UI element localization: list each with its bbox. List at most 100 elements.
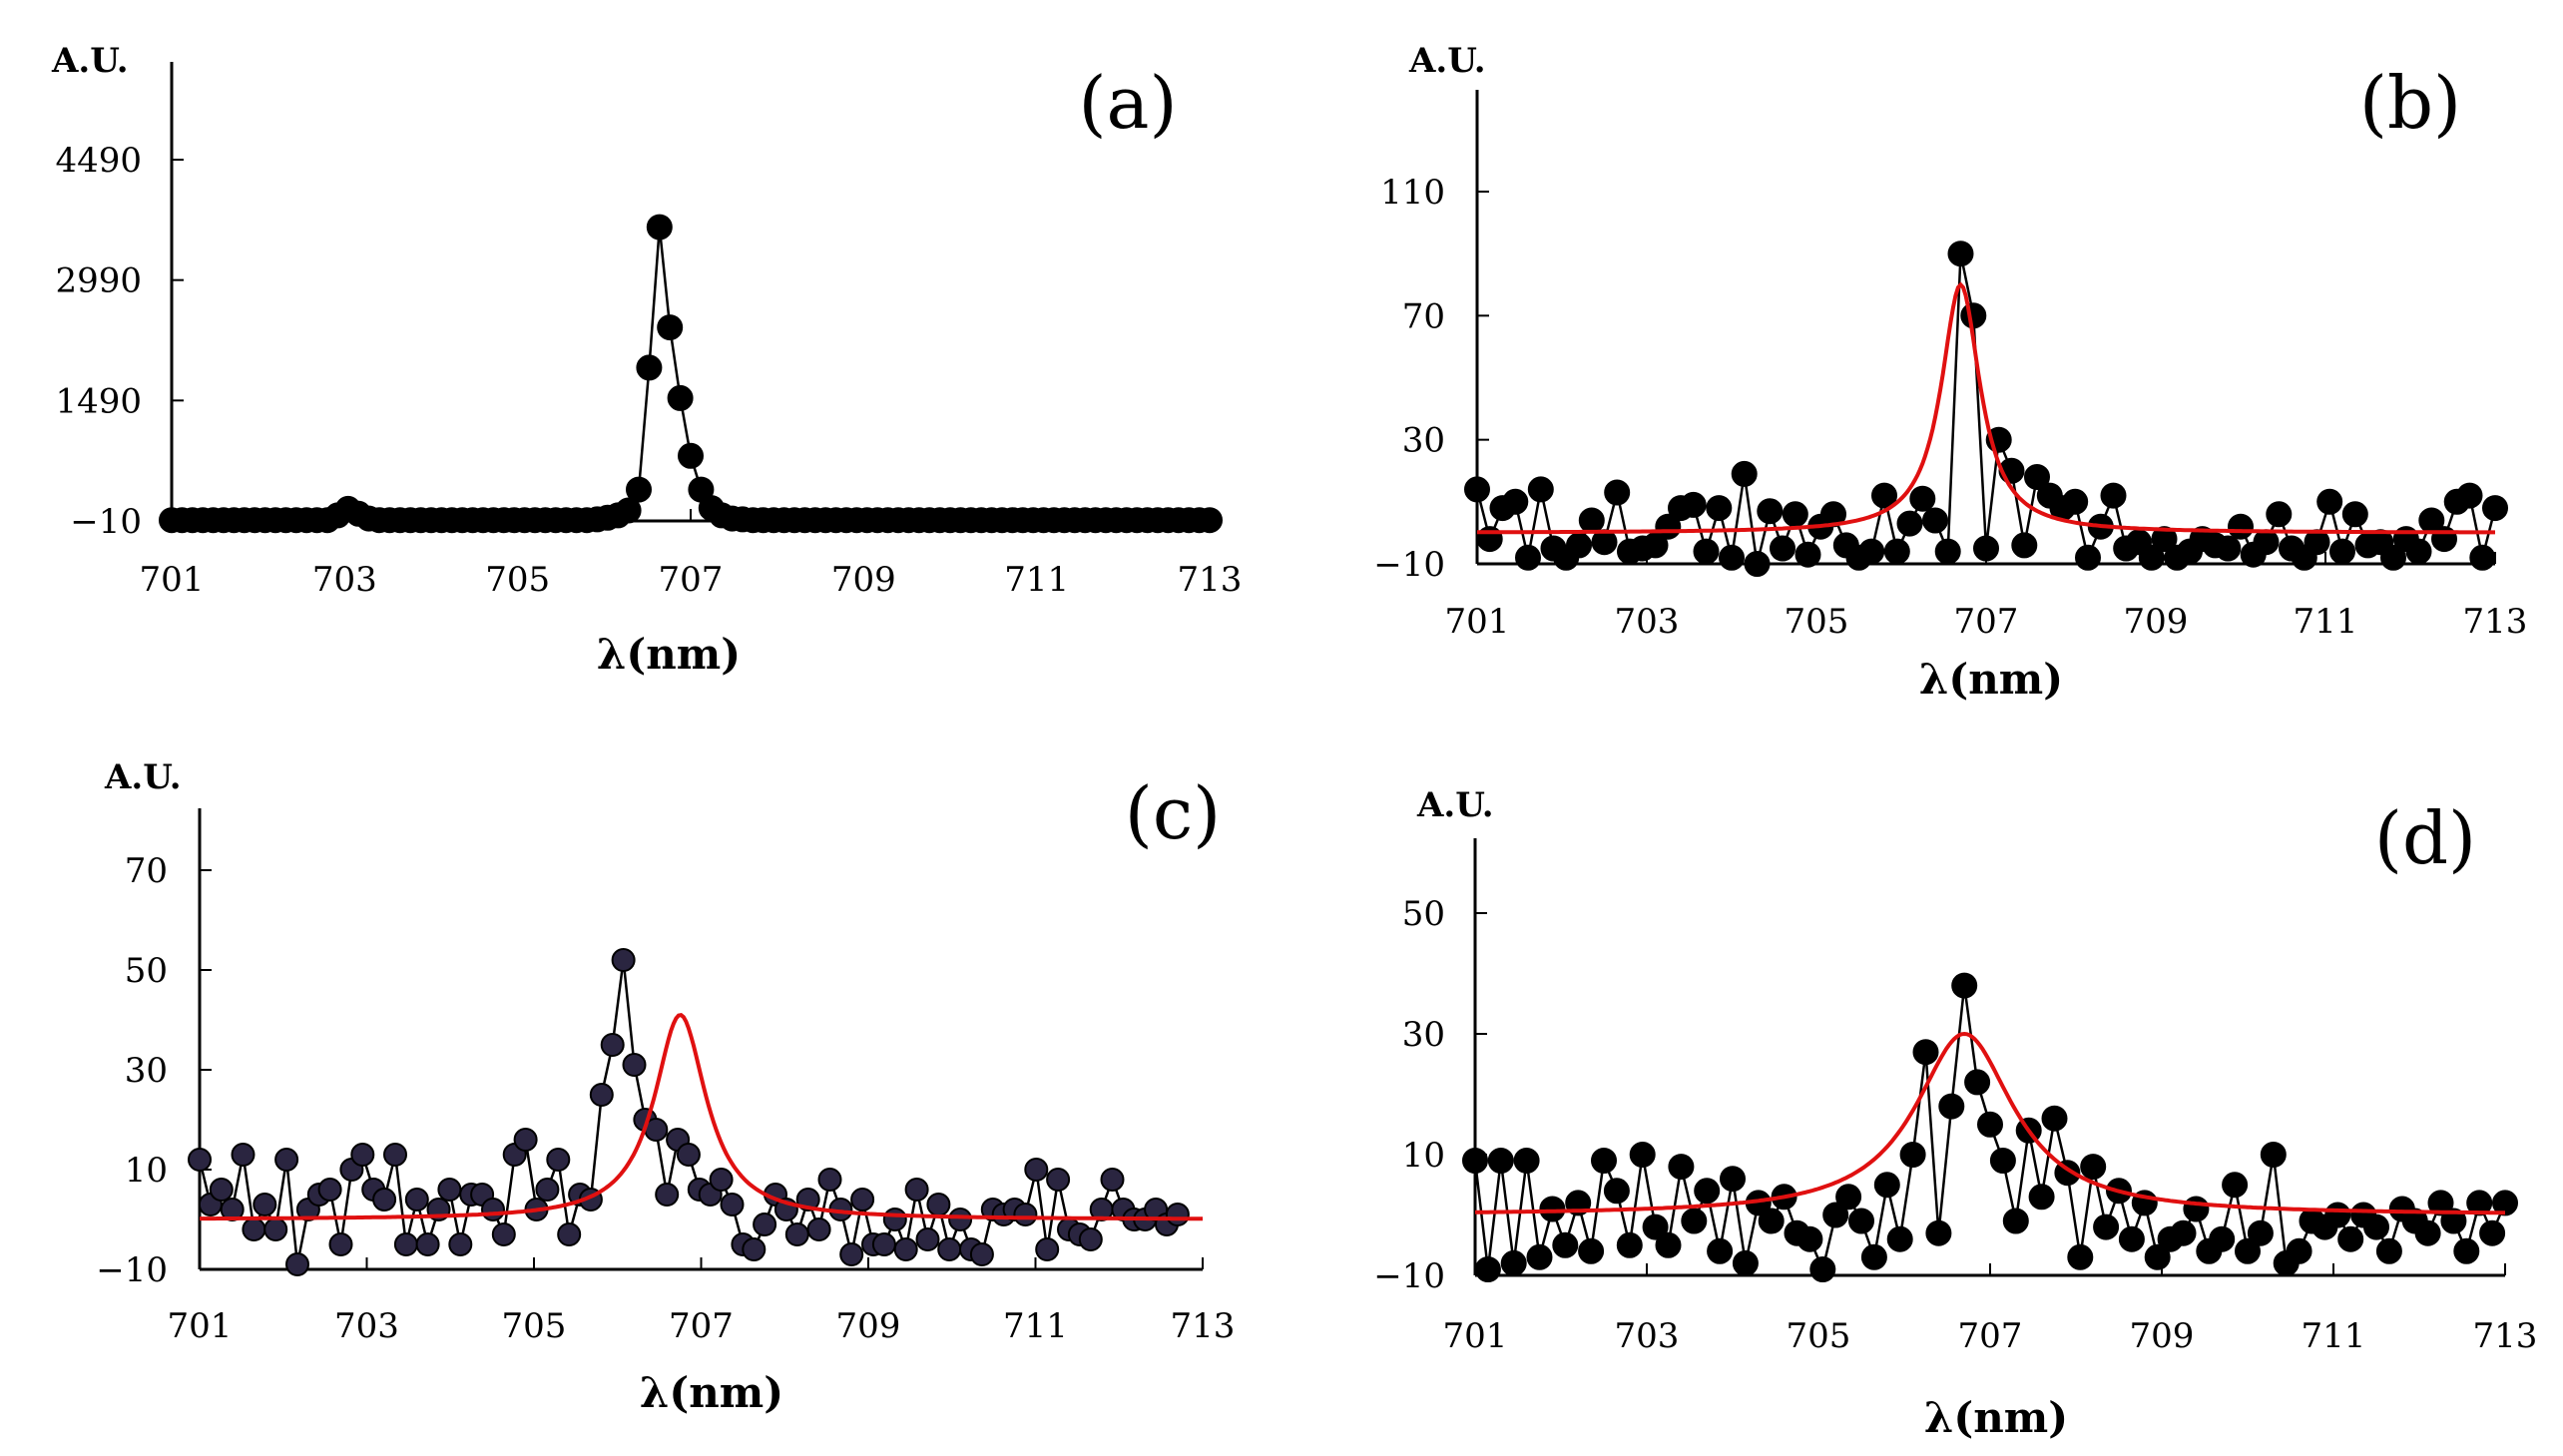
data-point bbox=[817, 1168, 842, 1192]
data-point bbox=[2144, 1243, 2171, 1270]
chart-panel-c: 701 703 705 707 709 711 713 −10 10 30 50 70 A.U. λ(nm… bbox=[96, 757, 1235, 1417]
data-point bbox=[2414, 1219, 2441, 1246]
data-point bbox=[285, 1252, 309, 1276]
data-point bbox=[655, 1183, 680, 1207]
x-tick-label: 709 bbox=[836, 1306, 901, 1346]
y-tick-label: −10 bbox=[1373, 1256, 1445, 1296]
data-point bbox=[1770, 535, 1795, 562]
data-point bbox=[1566, 532, 1592, 559]
data-point bbox=[2028, 1184, 2055, 1211]
data-point bbox=[742, 1237, 767, 1261]
data-point bbox=[2075, 544, 2101, 571]
data-point bbox=[1013, 1203, 1038, 1226]
data-point bbox=[1552, 1231, 1579, 1258]
data-point bbox=[904, 1178, 929, 1202]
data-point bbox=[667, 384, 694, 411]
data-point bbox=[2151, 526, 2178, 553]
data-point bbox=[1681, 1208, 1708, 1234]
data-point bbox=[2492, 1190, 2518, 1216]
data-point bbox=[1809, 1256, 1836, 1282]
data-point bbox=[2215, 535, 2242, 562]
data-point bbox=[2080, 1154, 2107, 1181]
y-tick-label: 110 bbox=[1380, 173, 1445, 213]
data-point bbox=[1886, 1225, 1913, 1252]
data-point bbox=[1977, 1111, 2003, 1138]
data-point bbox=[969, 1242, 994, 1266]
panel-label: (b) bbox=[2359, 61, 2461, 145]
data-point bbox=[1922, 507, 1948, 534]
data-point bbox=[2247, 1219, 2274, 1246]
data-point bbox=[383, 1143, 407, 1167]
chart-panel-a: 701 703 705 707 709 711 713 −10 1490 2990 4490 A.U.… bbox=[51, 41, 1242, 679]
y-axis-label: A.U. bbox=[51, 41, 129, 81]
data-point bbox=[393, 1232, 418, 1256]
data-point bbox=[1487, 1148, 1514, 1174]
x-tick-label: 711 bbox=[1004, 560, 1069, 600]
data-point bbox=[1642, 1213, 1669, 1240]
data-point bbox=[720, 1193, 745, 1216]
data-point bbox=[2482, 495, 2508, 522]
data-point bbox=[1500, 1249, 1527, 1276]
fit-curve-d bbox=[1475, 1031, 2505, 1215]
y-tick-label: 50 bbox=[125, 951, 168, 991]
data-point bbox=[231, 1143, 256, 1167]
data-point bbox=[1744, 551, 1771, 577]
data-point bbox=[2260, 1142, 2287, 1168]
data-point bbox=[2453, 1237, 2480, 1264]
data-point bbox=[209, 1178, 234, 1202]
data-point bbox=[2324, 1202, 2351, 1228]
y-axis-label: A.U. bbox=[1408, 41, 1486, 81]
data-point bbox=[589, 1083, 614, 1107]
data-point bbox=[626, 476, 652, 503]
chart-panel-b: 701 703 705 707 709 711 713 −10 30 70 110 A.U. λ(nm)… bbox=[1373, 41, 2527, 704]
data-point bbox=[1848, 1208, 1874, 1234]
data-point bbox=[611, 948, 636, 972]
data-point bbox=[2427, 1190, 2454, 1216]
data-point bbox=[1925, 1219, 1952, 1246]
data-point bbox=[2062, 488, 2089, 515]
data-point bbox=[600, 1033, 625, 1057]
data-point bbox=[1464, 476, 1490, 503]
data-point bbox=[1732, 1249, 1759, 1276]
data-point bbox=[915, 1227, 940, 1251]
data-point bbox=[481, 1198, 505, 1221]
data-point bbox=[274, 1148, 299, 1172]
y-tick-label: 30 bbox=[125, 1051, 168, 1091]
x-tick-label: 701 bbox=[1445, 602, 1510, 642]
data-point bbox=[1694, 1178, 1721, 1205]
data-point bbox=[2479, 1219, 2506, 1246]
x-tick-label: 705 bbox=[485, 560, 550, 600]
data-point bbox=[622, 1053, 647, 1077]
data-point bbox=[1896, 510, 1923, 537]
data-point bbox=[253, 1193, 277, 1216]
data-point bbox=[2222, 1172, 2249, 1199]
data-point bbox=[839, 1242, 864, 1266]
data-point bbox=[2209, 1225, 2236, 1252]
data-point bbox=[2329, 538, 2355, 565]
data-point bbox=[2341, 501, 2368, 528]
x-tick-label: 709 bbox=[831, 560, 896, 600]
x-tick-label: 707 bbox=[1954, 602, 2019, 642]
data-point bbox=[1046, 1168, 1071, 1192]
data-point bbox=[1035, 1237, 1060, 1261]
data-point bbox=[1757, 498, 1784, 525]
fit-curve-c bbox=[200, 1012, 1203, 1221]
data-point bbox=[350, 1143, 375, 1167]
y-tick-label: 10 bbox=[1402, 1136, 1445, 1176]
data-point bbox=[415, 1232, 440, 1256]
data-point bbox=[2024, 464, 2050, 490]
data-point bbox=[1883, 538, 1910, 565]
x-axis-label: λ(nm) bbox=[1924, 1393, 2068, 1442]
data-point bbox=[1668, 1154, 1695, 1181]
data-point bbox=[328, 1232, 353, 1256]
x-tick-label: 703 bbox=[334, 1306, 399, 1346]
data-point bbox=[1964, 1069, 1991, 1096]
data-point bbox=[1794, 541, 1821, 568]
data-point bbox=[2375, 1237, 2402, 1264]
data-point bbox=[1680, 491, 1707, 518]
data-point bbox=[893, 1237, 918, 1261]
data-point bbox=[937, 1237, 962, 1261]
data-point bbox=[1165, 1203, 1190, 1226]
data-point bbox=[1782, 501, 1808, 528]
data-point bbox=[850, 1188, 875, 1212]
